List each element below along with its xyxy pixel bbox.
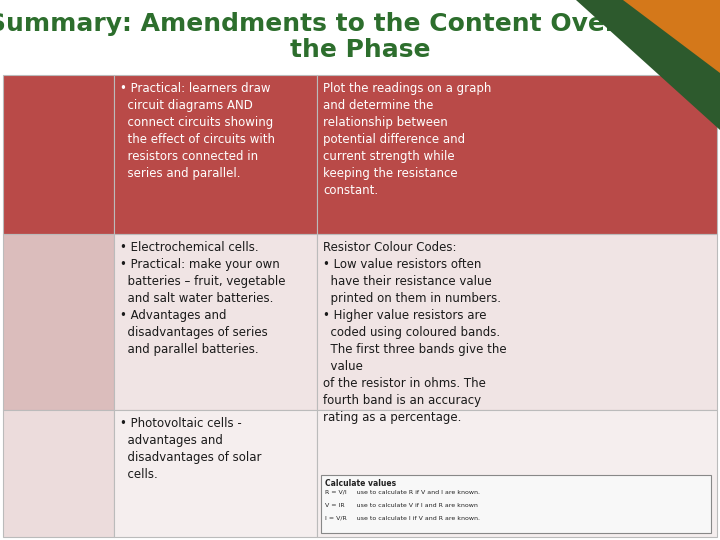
Bar: [114, 234, 317, 410]
Bar: [3, 410, 114, 537]
Bar: [114, 75, 317, 234]
Bar: [3, 75, 114, 234]
Bar: [3, 234, 114, 410]
Bar: [317, 75, 717, 234]
Text: R = V/I     use to calculate R if V and I are known.: R = V/I use to calculate R if V and I ar…: [325, 490, 480, 495]
Polygon shape: [623, 0, 720, 73]
Text: • Photovoltaic cells -
  advantages and
  disadvantages of solar
  cells.: • Photovoltaic cells - advantages and di…: [120, 417, 261, 481]
Text: Resistor Colour Codes:
• Low value resistors often
  have their resistance value: Resistor Colour Codes: • Low value resis…: [323, 241, 507, 424]
Text: Calculate values: Calculate values: [325, 479, 396, 488]
Bar: [114, 410, 317, 537]
Text: • Practical: learners draw
  circuit diagrams AND
  connect circuits showing
  t: • Practical: learners draw circuit diagr…: [120, 82, 274, 180]
Polygon shape: [576, 0, 720, 130]
Text: • Electrochemical cells.
• Practical: make your own
  batteries – fruit, vegetab: • Electrochemical cells. • Practical: ma…: [120, 241, 285, 356]
Text: Summary: Amendments to the Content Overview for: Summary: Amendments to the Content Overv…: [0, 12, 720, 36]
Text: V = IR      use to calculate V if I and R are known: V = IR use to calculate V if I and R are…: [325, 503, 478, 508]
Text: I = V/R     use to calculate I if V and R are known.: I = V/R use to calculate I if V and R ar…: [325, 516, 480, 521]
Bar: [317, 234, 717, 410]
Bar: [321, 475, 711, 533]
Bar: [317, 410, 717, 537]
Text: the Phase: the Phase: [289, 38, 431, 62]
Text: Plot the readings on a graph
and determine the
relationship between
potential di: Plot the readings on a graph and determi…: [323, 82, 492, 197]
